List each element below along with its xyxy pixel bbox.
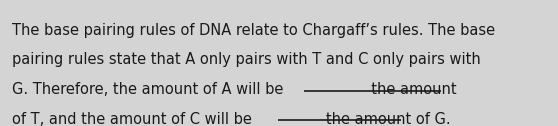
Text: The base pairing rules of DNA relate to Chargaff’s rules. The base: The base pairing rules of DNA relate to … — [12, 23, 496, 38]
Text: of T, and the amount of C will be                the amount of G.: of T, and the amount of C will be the am… — [12, 112, 451, 126]
Text: pairing rules state that A only pairs with T and C only pairs with: pairing rules state that A only pairs wi… — [12, 52, 481, 67]
Text: G. Therefore, the amount of A will be                   the amount: G. Therefore, the amount of A will be th… — [12, 82, 457, 97]
